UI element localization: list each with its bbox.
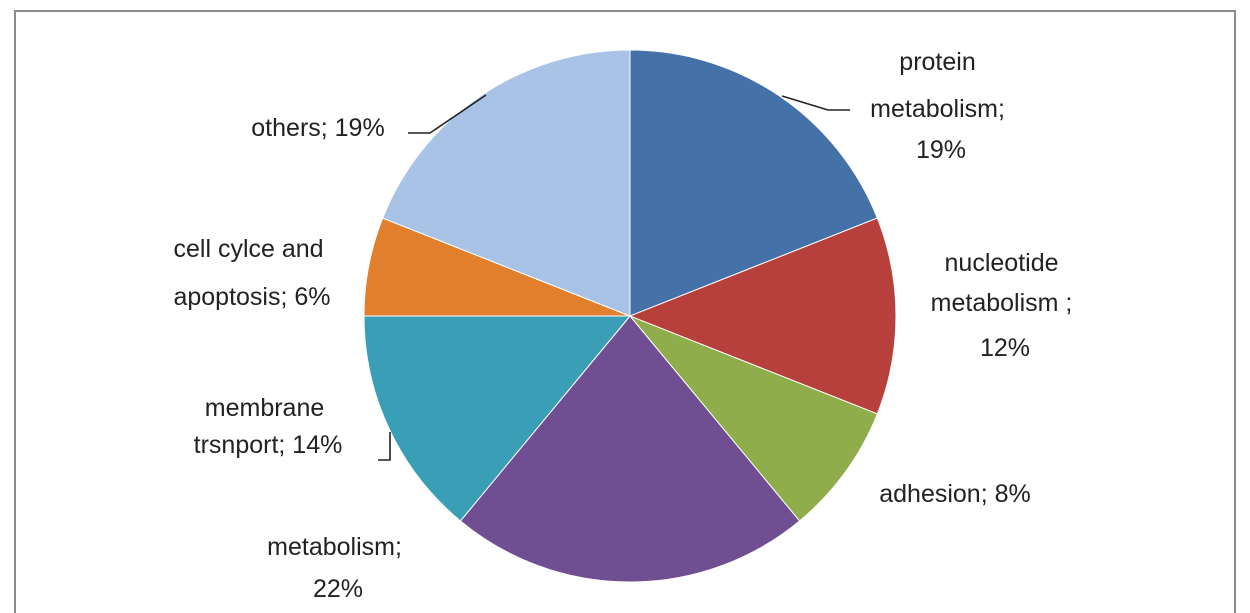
leader-line-others: [408, 94, 487, 134]
leader-lines: [378, 94, 850, 461]
leader-line-membrane-transport: [378, 432, 391, 461]
pie-slice-protein-metabolism: [629, 49, 878, 317]
pie-slice-adhesion: [629, 315, 878, 522]
leader-line-protein-metabolism: [781, 95, 850, 111]
label-adhesion: adhesion; 8%: [879, 480, 1031, 508]
label-cell-cycle-apoptosis: cell cylce and apoptosis; 6%: [173, 235, 330, 311]
pie-slices: [363, 49, 897, 583]
label-protein-metabolism: protein metabolism; 19%: [870, 48, 1012, 164]
label-nucleotide-metabolism: nucleotide metabolism ; 12%: [931, 249, 1080, 362]
label-metabolism: metabolism; 22%: [267, 533, 409, 603]
pie-slice-others: [382, 49, 631, 317]
pie-slice-nucleotide-metabolism: [628, 217, 897, 415]
label-others: others; 19%: [251, 114, 384, 142]
pie-slice-membrane-transport: [363, 315, 632, 522]
label-membrane-transport: membrane trsnport; 14%: [194, 394, 343, 459]
pie-slice-metabolism: [459, 315, 801, 583]
